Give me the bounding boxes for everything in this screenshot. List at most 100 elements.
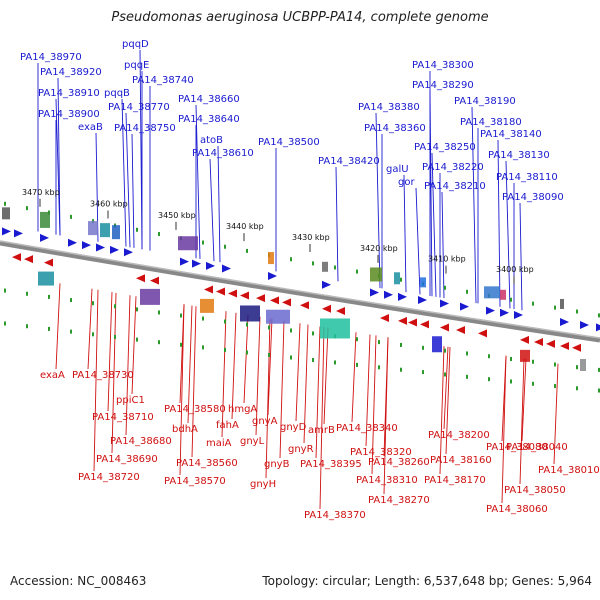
bottom-gene-label: fahA [216, 420, 239, 431]
accession-text: Accession: NC_008463 [10, 574, 147, 588]
bottom-leader-line [319, 327, 325, 510]
marker-dash [334, 265, 336, 270]
feature-box [500, 289, 506, 300]
top-gene-label: PA14_38750 [114, 123, 176, 134]
forward-gene-arrow [124, 248, 133, 257]
top-leader-line [497, 139, 501, 307]
marker-dash [378, 365, 380, 370]
forward-gene-arrow [486, 306, 495, 315]
bottom-leader-line [519, 358, 525, 485]
feature-box [200, 298, 214, 313]
reverse-gene-arrow [12, 253, 21, 262]
top-gene-label: PA14_38130 [488, 150, 550, 161]
reverse-gene-arrow [240, 291, 249, 300]
marker-dash [180, 313, 182, 318]
forward-gene-arrow [398, 292, 407, 301]
bottom-gene-label: bdhA [172, 424, 198, 435]
top-gene-label: PA14_38360 [364, 123, 426, 134]
bottom-gene-label: ppiC1 [116, 395, 145, 406]
reverse-gene-arrow [408, 318, 417, 327]
bottom-gene-label: PA14_38010 [538, 465, 600, 476]
top-gene-label: galU [386, 164, 409, 175]
top-leader-line [519, 202, 523, 311]
top-gene-label: atoB [200, 135, 223, 146]
top-gene-label: PA14_38220 [422, 162, 484, 173]
forward-gene-arrow [580, 320, 589, 329]
feature-box [394, 272, 400, 285]
marker-dash [290, 328, 292, 333]
forward-gene-arrow [192, 259, 201, 268]
top-leader-line [403, 174, 407, 293]
marker-dash [290, 355, 292, 360]
top-gene-label: PA14_38180 [460, 117, 522, 128]
marker-dash [114, 304, 116, 309]
bottom-leader-line [125, 295, 131, 436]
bottom-gene-label: PA14_38570 [164, 476, 226, 487]
feature-box [240, 305, 260, 322]
marker-dash [422, 370, 424, 375]
marker-dash [510, 297, 512, 302]
marker-dash [532, 381, 534, 386]
top-leader-line [375, 112, 381, 289]
reverse-gene-arrow [420, 320, 429, 329]
bottom-leader-line [521, 358, 527, 442]
marker-dash [224, 244, 226, 249]
marker-dash [312, 357, 314, 362]
reverse-gene-arrow [322, 304, 331, 313]
top-leader-line [415, 187, 421, 295]
bottom-leader-line [107, 292, 113, 412]
forward-gene-arrow [40, 233, 49, 242]
bottom-gene-label: PA14_38320 [350, 447, 412, 458]
marker-dash [114, 334, 116, 339]
feature-box [40, 211, 50, 228]
forward-gene-arrow [68, 238, 77, 247]
forward-gene-arrow [418, 296, 427, 305]
marker-dash [400, 367, 402, 372]
top-gene-label: PA14_38640 [178, 114, 240, 125]
marker-dash [70, 329, 72, 334]
bottom-leader-line [255, 316, 261, 436]
marker-dash [466, 289, 468, 294]
bottom-leader-line [295, 323, 301, 422]
bottom-leader-line [383, 337, 389, 495]
top-gene-label: PA14_38300 [412, 60, 474, 71]
scale-tick-label: 3400 kbp [496, 265, 534, 274]
forward-gene-arrow [384, 290, 393, 299]
reverse-gene-arrow [228, 289, 237, 298]
marker-dash [532, 359, 534, 364]
top-leader-line [55, 98, 61, 236]
marker-dash [26, 324, 28, 329]
marker-dash [356, 362, 358, 367]
forward-gene-arrow [206, 261, 215, 270]
marker-dash [444, 348, 446, 353]
reverse-gene-arrow [270, 296, 279, 305]
marker-dash [224, 347, 226, 352]
bottom-leader-line [553, 363, 559, 465]
top-gene-label: PA14_38190 [454, 96, 516, 107]
bottom-gene-label: PA14_38200 [428, 430, 490, 441]
scale-tick-label: 3420 kbp [360, 244, 398, 253]
reverse-gene-arrow [256, 294, 265, 303]
top-leader-line [131, 133, 135, 248]
feature-box [322, 261, 328, 272]
reverse-gene-arrow [398, 316, 407, 325]
marker-dash [554, 384, 556, 389]
scale-tick-label: 3410 kbp [428, 255, 466, 264]
bottom-leader-line [265, 318, 271, 479]
top-gene-label: PA14_38380 [358, 102, 420, 113]
top-leader-line [471, 106, 477, 304]
marker-dash [576, 386, 578, 391]
marker-dash [422, 345, 424, 350]
bottom-gene-label: PA14_38060 [486, 504, 548, 515]
feature-box [580, 358, 586, 371]
marker-dash [48, 326, 50, 331]
marker-dash [488, 354, 490, 359]
marker-dash [136, 227, 138, 232]
marker-dash [48, 294, 50, 299]
marker-dash [202, 316, 204, 321]
feature-box [100, 223, 110, 238]
marker-dash [26, 206, 28, 211]
marker-dash [4, 201, 6, 206]
reverse-gene-arrow [456, 325, 465, 334]
